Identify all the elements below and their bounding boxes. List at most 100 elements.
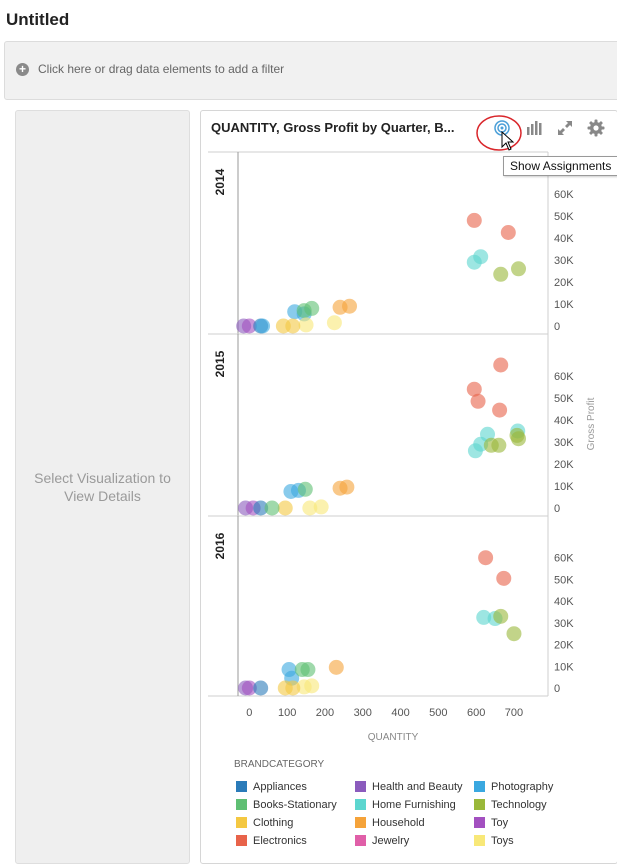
details-panel: Select Visualization to View Details (15, 110, 190, 864)
y-axis-label: Gross Profit (586, 397, 597, 450)
data-point[interactable] (313, 499, 329, 515)
data-point[interactable] (255, 318, 271, 334)
data-point[interactable] (326, 315, 342, 331)
data-point[interactable] (466, 381, 482, 397)
legend-item[interactable]: Appliances (236, 780, 307, 795)
panel-label: 2016 (213, 532, 227, 559)
legend-swatch (355, 834, 366, 846)
data-point[interactable] (470, 393, 486, 409)
panel-label: 2015 (213, 350, 227, 377)
data-point[interactable] (264, 500, 280, 516)
x-tick-label: 400 (391, 707, 409, 719)
data-point[interactable] (511, 261, 527, 277)
data-point[interactable] (476, 609, 492, 625)
y-tick-label: 20K (554, 459, 574, 471)
legend-swatch (236, 798, 247, 810)
data-point[interactable] (478, 550, 494, 566)
data-point[interactable] (491, 437, 507, 453)
data-point[interactable] (493, 357, 509, 373)
filter-bar-text: Click here or drag data elements to add … (38, 62, 285, 76)
data-point[interactable] (297, 481, 313, 497)
x-tick-label: 300 (354, 707, 372, 719)
cursor-icon (501, 131, 515, 151)
data-point[interactable] (253, 680, 269, 696)
legend-swatch (355, 816, 366, 828)
legend-label: Clothing (253, 817, 294, 829)
legend-item[interactable]: Photography (474, 780, 553, 795)
data-point[interactable] (339, 479, 355, 495)
data-point[interactable] (473, 249, 489, 265)
legend-item[interactable]: Health and Beauty (355, 780, 463, 795)
x-tick-label: 0 (246, 707, 252, 719)
page-title: Untitled (6, 10, 70, 29)
legend-swatch (236, 834, 247, 846)
y-tick-label: 40K (554, 415, 574, 427)
y-tick-label: 50K (554, 393, 574, 405)
data-point[interactable] (493, 266, 509, 282)
legend-label: Home Furnishing (372, 799, 456, 811)
legend-label: Technology (491, 799, 547, 811)
x-axis-label: QUANTITY (368, 732, 419, 743)
legend-label: Jewelry (372, 835, 410, 847)
y-tick-label: 20K (554, 640, 574, 652)
data-point[interactable] (511, 431, 527, 447)
filter-bar[interactable]: + Click here or drag data elements to ad… (4, 41, 617, 100)
data-point[interactable] (241, 680, 257, 696)
details-panel-placeholder: Select Visualization to View Details (34, 470, 171, 504)
legend-swatch (355, 780, 366, 792)
data-point[interactable] (492, 402, 508, 418)
legend-item[interactable]: Books-Stationary (236, 798, 337, 813)
gear-icon[interactable] (586, 118, 606, 138)
legend-item[interactable]: Jewelry (355, 834, 410, 849)
legend-item[interactable]: Household (355, 816, 425, 831)
data-point[interactable] (277, 500, 293, 516)
y-tick-label: 10K (554, 299, 574, 311)
legend-label: Appliances (253, 781, 307, 793)
plus-circle-icon[interactable]: + (16, 63, 29, 76)
data-point[interactable] (500, 225, 516, 240)
x-tick-label: 700 (505, 707, 523, 719)
data-point[interactable] (296, 679, 312, 695)
data-point[interactable] (285, 680, 301, 696)
data-point[interactable] (298, 317, 314, 333)
data-point[interactable] (342, 298, 358, 314)
bar-chart-icon[interactable] (524, 118, 544, 138)
y-tick-label: 60K (554, 371, 574, 383)
y-tick-label: 0 (554, 321, 560, 333)
data-point[interactable] (285, 318, 301, 334)
legend-title: BRANDCATEGORY (234, 759, 325, 770)
legend-item[interactable]: Home Furnishing (355, 798, 456, 813)
x-tick-label: 500 (429, 707, 447, 719)
y-tick-label: 30K (554, 618, 574, 630)
y-tick-label: 50K (554, 574, 574, 586)
legend-swatch (474, 816, 485, 828)
legend-item[interactable]: Toy (474, 816, 508, 831)
data-point[interactable] (300, 662, 316, 678)
data-point[interactable] (304, 300, 320, 316)
legend-item[interactable]: Technology (474, 798, 547, 813)
expand-icon[interactable] (555, 118, 575, 138)
data-point[interactable] (328, 659, 344, 675)
legend-item[interactable]: Electronics (236, 834, 307, 849)
y-tick-label: 20K (554, 277, 574, 289)
data-point[interactable] (466, 212, 482, 228)
data-point[interactable] (253, 500, 269, 516)
data-point[interactable] (496, 570, 512, 586)
y-tick-label: 0 (554, 683, 560, 695)
y-tick-label: 60K (554, 189, 574, 201)
y-tick-label: 10K (554, 661, 574, 673)
legend-item[interactable]: Clothing (236, 816, 294, 831)
data-point[interactable] (302, 500, 318, 516)
legend-swatch (236, 780, 247, 792)
highlight-ellipse (476, 115, 522, 151)
legend-label: Toys (491, 835, 514, 847)
data-point[interactable] (506, 626, 522, 642)
data-point[interactable] (493, 608, 509, 624)
panel-label: 2014 (213, 168, 227, 195)
legend-item[interactable]: Toys (474, 834, 514, 849)
y-tick-label: 40K (554, 596, 574, 608)
x-tick-label: 600 (467, 707, 485, 719)
data-point[interactable] (241, 318, 257, 334)
x-tick-label: 100 (278, 707, 296, 719)
